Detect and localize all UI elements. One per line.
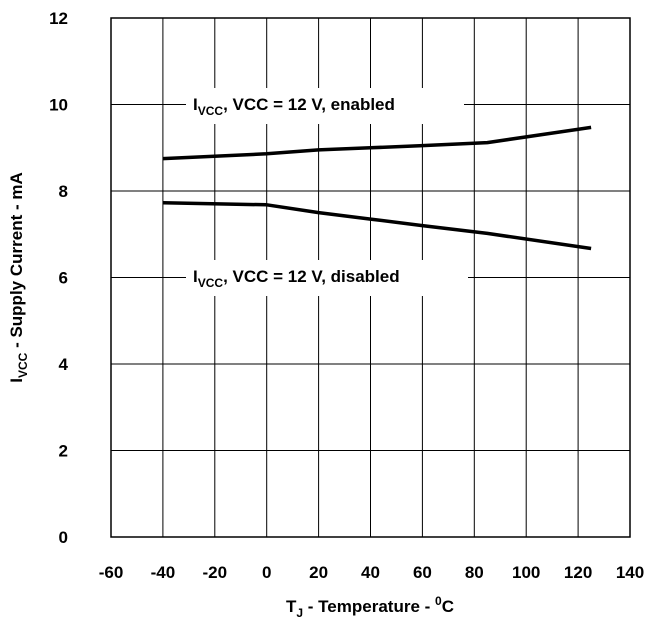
y-tick-label: 2 [59, 442, 68, 461]
x-tick-label: 120 [564, 563, 592, 582]
disabled-label-background [186, 260, 468, 296]
y-tick-label: 0 [59, 528, 68, 547]
x-tick-label: 0 [262, 563, 271, 582]
x-tick-label: -20 [203, 563, 228, 582]
x-tick-label: 40 [361, 563, 380, 582]
y-axis-title: IVCC - Supply Current - mA [7, 172, 30, 382]
y-tick-label: 12 [49, 9, 68, 28]
x-tick-label: 100 [512, 563, 540, 582]
series [162, 125, 592, 251]
x-tick-label: 80 [465, 563, 484, 582]
x-axis-title: TJ - Temperature - 0C [286, 594, 454, 620]
y-tick-label: 10 [49, 96, 68, 115]
y-tick-label: 6 [59, 269, 68, 288]
series-label-disabled: IVCC, VCC = 12 V, disabled [193, 267, 400, 290]
x-tick-label: 60 [413, 563, 432, 582]
enabled-label-background [186, 88, 464, 124]
x-tick-label: -40 [151, 563, 176, 582]
x-tick-label: 20 [309, 563, 328, 582]
x-tick-label: -60 [99, 563, 124, 582]
series-line-disabled [162, 200, 592, 251]
series-label-enabled: IVCC, VCC = 12 V, enabled [193, 95, 395, 118]
x-tick-label: 140 [616, 563, 644, 582]
plot-frame [110, 17, 631, 538]
y-tick-label: 8 [59, 182, 68, 201]
series-line-enabled [162, 125, 592, 161]
axes [110, 17, 631, 538]
y-tick-label: 4 [59, 355, 69, 374]
tick-labels: -60 -40 -20 0 20 40 60 80 100 120 140 0 2 4 6 8 10 12 [49, 9, 644, 582]
